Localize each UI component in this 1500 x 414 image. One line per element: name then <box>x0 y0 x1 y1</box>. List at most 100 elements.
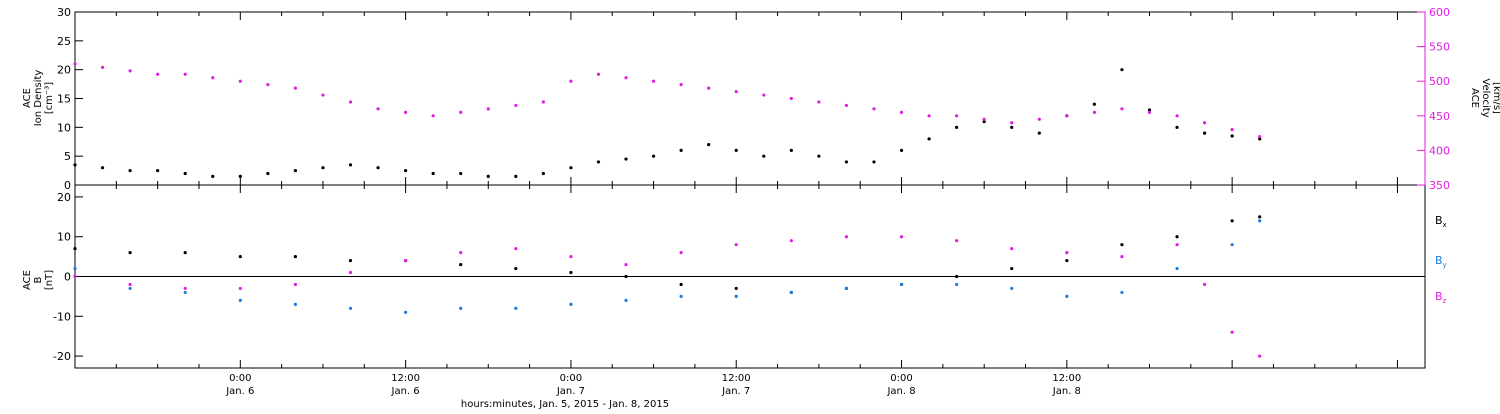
bottom-bx-point <box>955 274 959 279</box>
top-velocity-point <box>1258 134 1262 139</box>
bottom-bx-point <box>1175 235 1179 239</box>
top-velocity-point <box>596 72 601 76</box>
top-ion-density-point <box>762 154 766 158</box>
top-ion-density-point <box>1147 108 1152 112</box>
x-tick-time: 12:00 <box>1052 373 1081 384</box>
bottom-bz-point <box>1175 243 1179 247</box>
bottom-by-point <box>569 302 573 306</box>
legend-by: By <box>1435 254 1447 269</box>
top-ion-density-point <box>1175 125 1179 129</box>
bottom-bx-point <box>293 255 298 259</box>
bottom-by-point <box>899 282 904 287</box>
bottom-by-point <box>293 302 298 306</box>
top-velocity-point <box>238 79 242 83</box>
bottom-by-point <box>1120 290 1124 295</box>
top-right-tick-label: 400 <box>1429 144 1450 157</box>
x-tick-date: Jan. 7 <box>721 386 750 397</box>
bottom-bx-point <box>348 258 353 263</box>
bottom-by-point <box>624 298 628 302</box>
top-velocity-point <box>679 83 683 87</box>
bottom-bx-point <box>459 262 463 267</box>
top-velocity-point <box>844 103 849 108</box>
bottom-by-point <box>1065 294 1069 298</box>
bottom-by-point <box>183 290 187 295</box>
bottom-bz-point <box>459 251 463 255</box>
top-velocity-point <box>1147 110 1152 114</box>
bottom-bz-point <box>1010 247 1014 251</box>
top-ion-density-point <box>955 125 959 129</box>
bottom-by-point <box>1258 219 1262 223</box>
top-ion-density-point <box>321 166 325 170</box>
top-velocity-point <box>1010 121 1014 125</box>
top-velocity-point <box>927 114 931 118</box>
top-velocity-point <box>321 93 325 97</box>
top-ion-density-point <box>1120 68 1124 72</box>
bottom-bz-point <box>73 274 77 279</box>
bottom-bz-point <box>624 262 628 267</box>
top-ion-density-point <box>651 154 656 158</box>
top-ion-density-point <box>624 157 628 161</box>
bottom-by-point <box>348 306 353 310</box>
bottom-left-axis-units: [nT] <box>44 270 55 290</box>
top-ion-density-point <box>679 148 683 152</box>
bottom-bx-point <box>183 251 187 255</box>
x-tick-date: Jan. 8 <box>886 386 915 397</box>
bottom-bz-point <box>1202 282 1207 287</box>
bottom-bz-point <box>348 270 353 275</box>
top-ion-density-point <box>1037 131 1041 135</box>
bottom-bz-point <box>404 258 408 263</box>
top-velocity-point <box>569 79 573 83</box>
top-left-axis-title: ACE <box>22 88 33 108</box>
x-tick-time: 12:00 <box>391 373 420 384</box>
bottom-left-tick-label: 0 <box>64 271 71 284</box>
bottom-bx-point <box>1230 219 1234 223</box>
top-ion-density-point <box>211 174 215 178</box>
x-tick-time: 0:00 <box>229 373 251 384</box>
bottom-bz-point <box>899 235 904 239</box>
bottom-by-point <box>955 282 959 287</box>
top-velocity-point <box>293 86 298 90</box>
bottom-bz-point <box>1065 251 1069 255</box>
top-ion-density-point <box>982 119 986 124</box>
top-velocity-point <box>1230 128 1234 132</box>
top-ion-density-point <box>348 163 353 167</box>
bottom-bz-point <box>789 239 793 243</box>
top-ion-density-point <box>1230 134 1234 138</box>
bottom-by-point <box>679 294 683 298</box>
bottom-by-point <box>734 294 738 298</box>
bottom-bz-point <box>734 243 738 247</box>
top-velocity-point <box>128 69 132 73</box>
top-velocity-point <box>734 89 738 94</box>
bottom-by-point <box>128 286 132 291</box>
bottom-bx-point <box>514 266 518 271</box>
top-ion-density-point <box>872 160 876 164</box>
bottom-left-axis-label: B <box>33 276 44 283</box>
bottom-by-point <box>1175 266 1179 271</box>
top-panel-frame <box>74 11 1426 186</box>
top-ion-density-point <box>128 168 132 173</box>
top-velocity-point <box>348 100 353 104</box>
bottom-bz-point <box>1120 255 1124 259</box>
top-left-tick-label: 30 <box>57 6 71 19</box>
bottom-by-point <box>1010 286 1014 291</box>
x-tick-date: Jan. 8 <box>1052 386 1081 397</box>
x-tick-date: Jan. 7 <box>556 386 585 397</box>
top-ion-density-point <box>596 160 601 164</box>
top-velocity-point <box>707 86 711 90</box>
top-velocity-point <box>1065 114 1069 118</box>
top-right-axis-title: ACE <box>1469 88 1480 108</box>
bottom-by-point <box>1230 243 1234 247</box>
top-right-tick-label: 500 <box>1429 75 1450 88</box>
top-velocity-point <box>1120 107 1124 111</box>
bottom-by-point <box>844 286 849 291</box>
top-left-tick-label: 15 <box>57 93 71 106</box>
top-velocity-point <box>73 62 77 66</box>
top-right-tick-label: 550 <box>1429 41 1450 54</box>
bottom-left-tick-label: 10 <box>57 231 71 244</box>
bottom-bz-point <box>183 286 187 291</box>
top-ion-density-point <box>541 171 545 176</box>
top-right-tick-label: 600 <box>1429 6 1450 19</box>
top-ion-density-point <box>927 137 931 141</box>
